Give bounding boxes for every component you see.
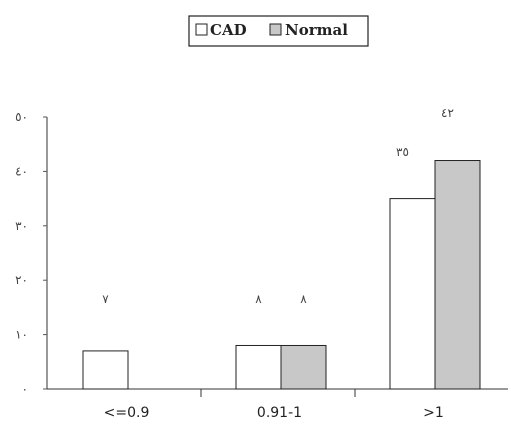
bar-normal-2 xyxy=(434,160,481,390)
x-ticks: <=0.9 0.91-1 >1 xyxy=(104,389,444,421)
legend-swatch-cad xyxy=(195,23,208,36)
bar-cad-1 xyxy=(235,344,282,390)
data-label: ٣٥ xyxy=(396,145,409,159)
x-tick-label: 0.91-1 xyxy=(257,405,302,421)
y-tick-label: ٣٠ xyxy=(15,219,28,233)
y-tick-label: ١٠ xyxy=(15,328,28,342)
data-label: ٤٢ xyxy=(441,106,454,120)
legend: CAD Normal xyxy=(188,15,369,47)
bar-normal-1 xyxy=(280,344,327,390)
bars xyxy=(82,160,481,390)
data-labels: ٧ ٨ ٣٥ ٨ ٤٢ xyxy=(102,106,454,306)
data-label: ٨ xyxy=(255,292,262,306)
legend-swatch-normal xyxy=(269,23,282,36)
x-tick-label: >1 xyxy=(423,405,444,421)
data-label: ٨ xyxy=(300,292,307,306)
legend-label-cad: CAD xyxy=(210,21,247,39)
data-label: ٧ xyxy=(102,292,109,306)
y-tick-label: ٤٠ xyxy=(15,164,28,178)
y-tick-label: ٢٠ xyxy=(15,273,28,287)
y-ticks: ٠ ١٠ ٢٠ ٣٠ ٤٠ ٥٠ xyxy=(15,110,47,396)
bar-cad-0 xyxy=(82,350,129,390)
bar-cad-2 xyxy=(389,198,436,390)
y-tick-label: ٥٠ xyxy=(15,110,28,124)
x-tick-label: <=0.9 xyxy=(104,405,150,421)
y-tick-label: ٠ xyxy=(22,382,28,396)
legend-label-normal: Normal xyxy=(285,21,348,39)
